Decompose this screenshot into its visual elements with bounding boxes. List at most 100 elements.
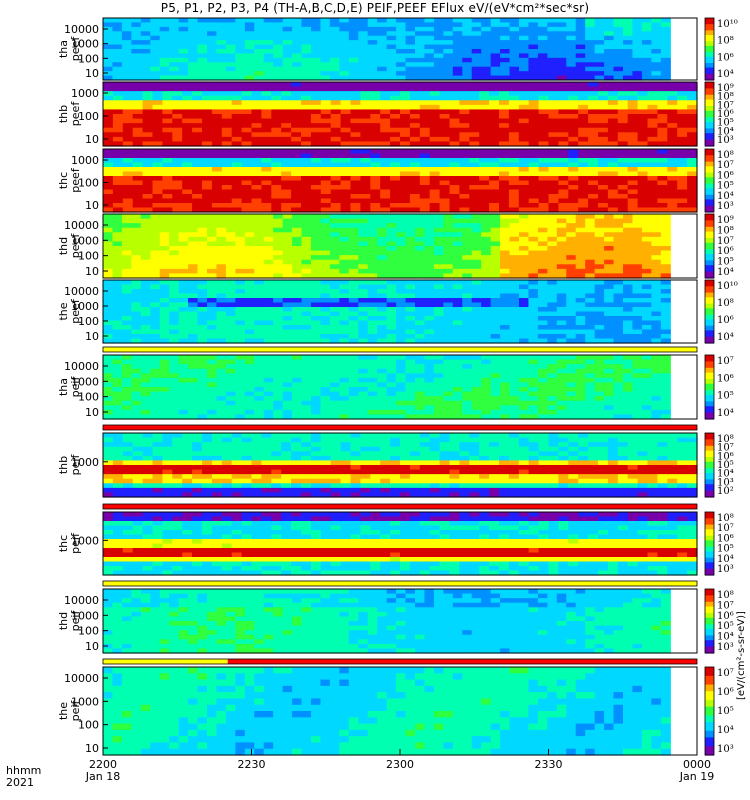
heatmap-cell	[216, 57, 227, 63]
heatmap-cell	[405, 298, 416, 304]
heatmap-cell	[251, 194, 262, 200]
heatmap-cell	[667, 149, 678, 155]
heatmap-cell	[433, 396, 444, 402]
heatmap-cell	[301, 132, 312, 138]
heatmap-cell	[178, 49, 189, 55]
heatmap-cell	[121, 334, 132, 340]
heatmap-cell	[273, 280, 284, 286]
heatmap-cell	[310, 82, 322, 88]
heatmap-cell	[159, 66, 170, 72]
heatmap-cell	[140, 66, 151, 72]
heatmap-cell	[490, 264, 501, 270]
heatmap-cell	[528, 123, 540, 129]
colorbar-step	[705, 236, 714, 239]
heatmap-cell	[419, 91, 431, 97]
chart-title: P5, P1, P2, P3, P4 (TH-A,B,C,D,E) PEIF,P…	[160, 1, 590, 15]
heatmap-cell	[159, 334, 170, 340]
colorbar-step	[705, 302, 714, 305]
heatmap-cell	[469, 114, 480, 120]
heatmap-cell	[150, 329, 161, 335]
heatmap-cell	[647, 162, 658, 168]
heatmap-cell	[216, 311, 227, 317]
heatmap-cell	[519, 214, 530, 220]
heatmap-cell	[647, 118, 658, 124]
heatmap-cell	[178, 405, 189, 411]
heatmap-cell	[172, 118, 183, 124]
heatmap-cell	[301, 35, 312, 41]
heatmap-cell	[301, 280, 312, 286]
heatmap-cell	[254, 359, 265, 365]
heatmap-cell	[132, 118, 144, 124]
heatmap-cell	[623, 35, 634, 41]
heatmap-cell	[235, 26, 246, 32]
heatmap-cell	[518, 132, 530, 138]
heatmap-cell	[547, 268, 558, 275]
heatmap-cell	[263, 382, 274, 388]
heatmap-cell	[660, 246, 671, 252]
heatmap-cell	[479, 162, 490, 168]
heatmap-cell	[358, 223, 369, 229]
heatmap-cell	[197, 405, 208, 411]
heatmap-cell	[244, 57, 255, 63]
heatmap-cell	[162, 162, 173, 168]
heatmap-cell	[499, 180, 510, 186]
heatmap-cell	[360, 136, 371, 143]
heatmap-cell	[409, 127, 421, 133]
heatmap-cell	[271, 189, 282, 195]
heatmap-cell	[509, 214, 520, 220]
heatmap-cell	[150, 391, 161, 397]
heatmap-cell	[677, 189, 688, 195]
heatmap-cell	[585, 31, 596, 37]
heatmap-cell	[152, 82, 163, 88]
colorbar-step	[705, 164, 714, 167]
heatmap-cell	[500, 298, 511, 304]
panel-label: peef	[69, 167, 82, 193]
heatmap-cell	[459, 194, 470, 200]
heatmap-cell	[469, 194, 480, 200]
heatmap-cell	[263, 44, 274, 50]
heatmap-cell	[667, 100, 678, 106]
heatmap-cell	[607, 198, 619, 204]
heatmap-cell	[358, 255, 369, 261]
heatmap-cell	[207, 320, 218, 326]
heatmap-cell	[469, 176, 480, 182]
heatmap-cell	[235, 250, 246, 256]
heatmap-cell	[548, 162, 559, 168]
heatmap-cell	[131, 35, 142, 41]
heatmap-cell	[122, 118, 134, 124]
heatmap-cell	[231, 136, 243, 143]
heatmap-cell	[575, 236, 586, 243]
heatmap-cell	[405, 53, 416, 59]
heatmap-cell	[433, 284, 444, 290]
heatmap-cell	[386, 382, 397, 388]
heatmap-cell	[623, 280, 634, 286]
heatmap-cell	[509, 316, 520, 322]
heatmap-cell	[641, 218, 652, 224]
heatmap-cell	[281, 189, 292, 195]
heatmap-cell	[519, 62, 530, 68]
colorbar-step	[705, 91, 714, 94]
heatmap-cell	[651, 259, 662, 265]
heatmap-cell	[499, 132, 510, 138]
heatmap-cell	[481, 302, 492, 308]
heatmap-cell	[537, 289, 548, 295]
heatmap-cell	[207, 289, 218, 295]
heatmap-cell	[301, 377, 312, 384]
heatmap-cell	[178, 311, 189, 317]
heatmap-cell	[263, 298, 274, 304]
heatmap-cell	[377, 329, 388, 335]
heatmap-cell	[632, 298, 643, 304]
heatmap-cell	[152, 114, 163, 120]
heatmap-cell	[301, 167, 312, 173]
heatmap-cell	[452, 334, 463, 340]
heatmap-cell	[548, 176, 559, 182]
heatmap-cell	[537, 75, 548, 81]
heatmap-cell	[282, 18, 293, 24]
heatmap-cell	[216, 62, 227, 68]
heatmap-cell	[405, 373, 416, 379]
heatmap-cell	[159, 316, 170, 322]
heatmap-cell	[150, 259, 161, 265]
heatmap-cell	[172, 207, 183, 213]
heatmap-cell	[216, 320, 227, 326]
heatmap-cell	[350, 95, 361, 101]
